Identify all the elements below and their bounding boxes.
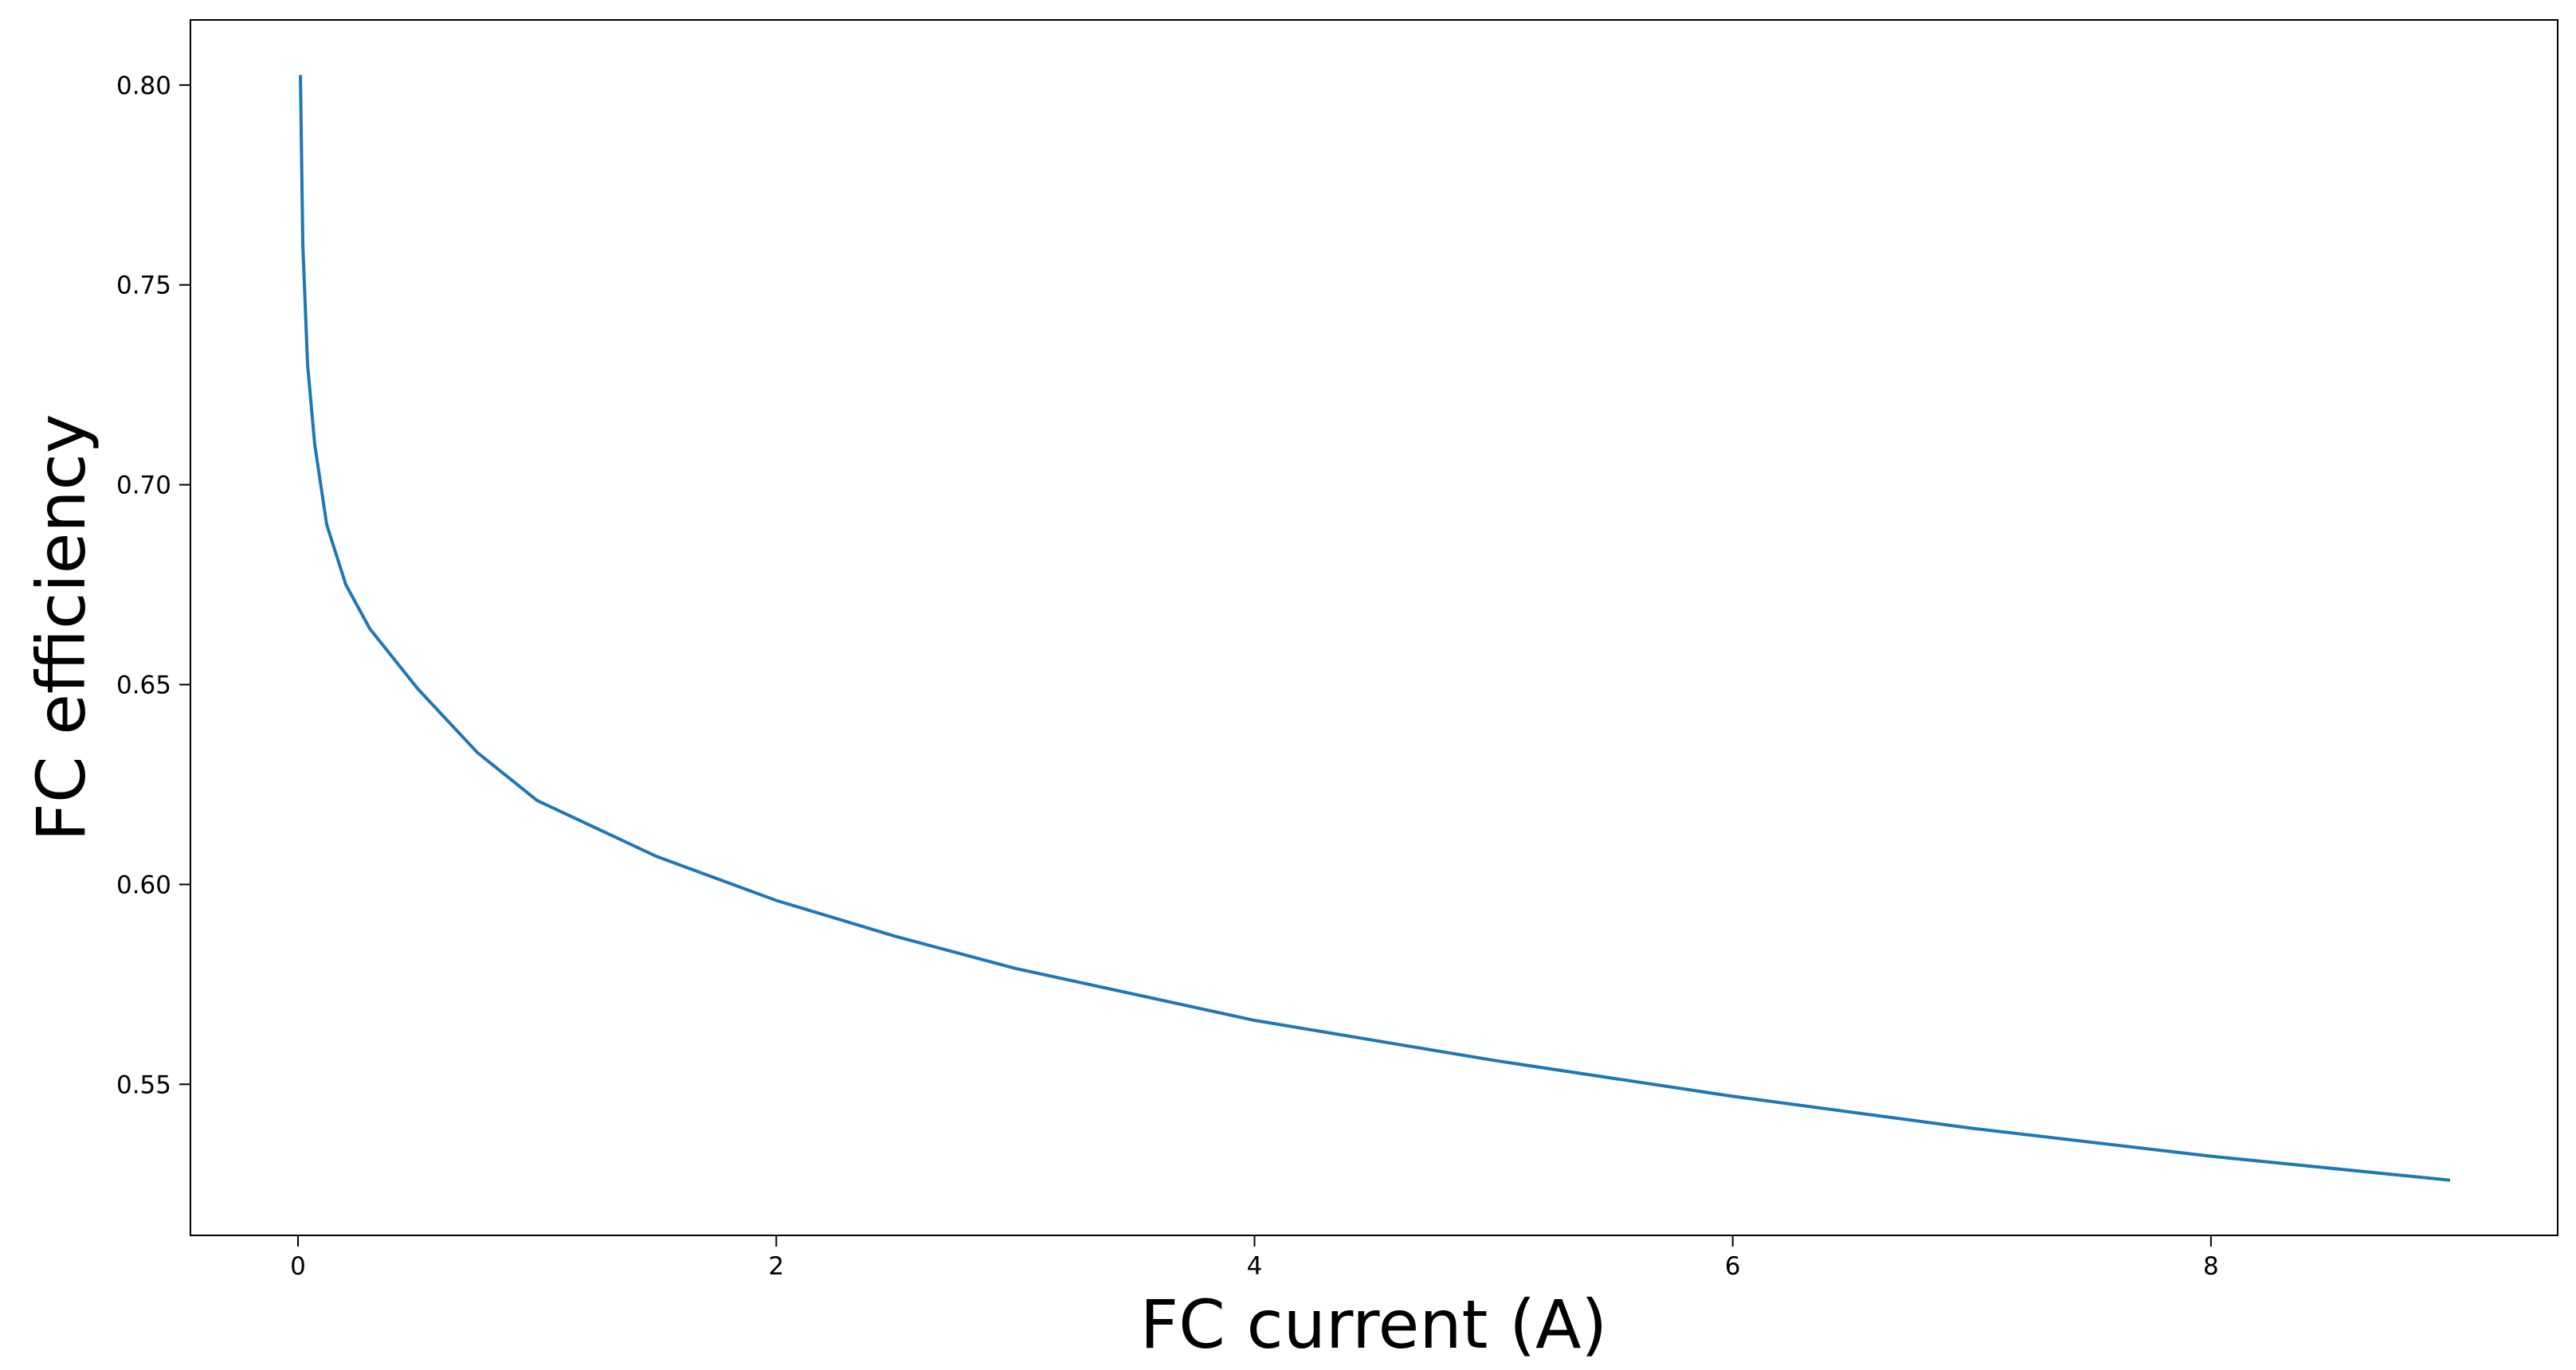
data-line <box>299 75 2451 1182</box>
y-tick-label: 0.70 <box>116 472 171 500</box>
y-tick-label: 0.75 <box>116 272 171 300</box>
x-tick-label: 8 <box>2203 1252 2219 1281</box>
x-tick-label: 2 <box>768 1252 784 1281</box>
y-tick-label: 0.60 <box>116 871 171 899</box>
y-tick-label: 0.55 <box>116 1071 171 1099</box>
x-tick-label: 4 <box>1247 1252 1263 1281</box>
y-tick-label: 0.80 <box>116 72 171 100</box>
y-axis-label: FC efficiency <box>22 414 100 842</box>
plot-frame <box>190 19 2558 1236</box>
x-tick-label: 6 <box>1725 1252 1741 1281</box>
y-tick-label: 0.65 <box>116 671 171 700</box>
x-axis-label: FC current (A) <box>1140 1286 1607 1364</box>
x-tick-label: 0 <box>290 1252 306 1281</box>
